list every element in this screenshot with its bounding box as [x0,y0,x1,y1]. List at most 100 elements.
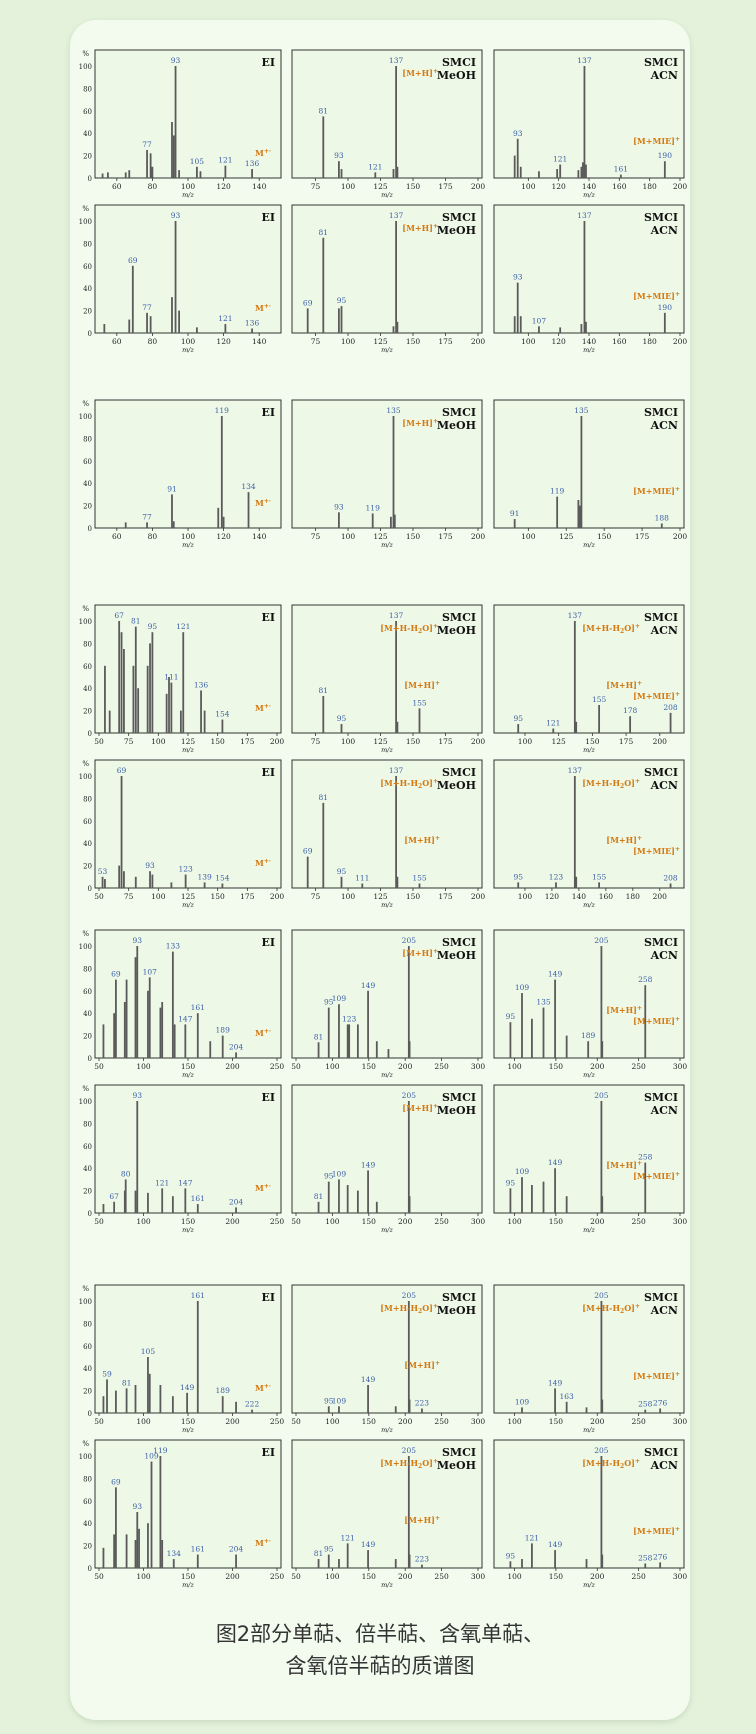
spectrum-peak [173,1024,176,1058]
peak-label: 208 [663,703,678,712]
spectrum-panel-row9-acn: 100 150 200 250 300 m/z 95 121 149 205 258 276 SMCIA… [493,1439,688,1589]
spectrum-peak [317,1201,320,1213]
x-tick-label: 250 [434,1062,449,1071]
peak-label: 189 [216,1026,231,1035]
x-tick-label: 300 [673,1572,688,1581]
spectrum-peak [346,1024,349,1058]
peak-label: 95 [506,1551,516,1560]
spectrum-peak [598,882,601,888]
spectrum-peak [136,1512,139,1568]
peak-label: 276 [653,1552,668,1561]
x-tick-label: 120 [216,182,231,191]
peak-label: 135 [386,406,401,415]
peak-label: 53 [98,867,108,876]
spectrum-peak [392,416,395,528]
peak-label: 109 [332,1396,347,1405]
x-axis-label: m/z [182,1071,194,1079]
y-tick-label: 0 [88,175,92,183]
x-tick-label: 75 [311,182,321,191]
panel-frame [493,49,685,179]
spectrum-peak [222,516,225,528]
peak-label: 155 [592,872,607,881]
spectrum-peak [161,1540,164,1568]
spectrum-peak [150,1461,153,1568]
spectrum-peak [235,1052,237,1058]
spectrum-peak [146,665,149,733]
spectrum-peak [123,1002,126,1058]
x-tick-label: 200 [653,737,668,746]
ion-annotation: [M+H]+ [404,1515,440,1525]
x-tick-label: 75 [311,892,321,901]
peak-label: 178 [623,706,638,715]
peak-label: 258 [638,975,653,984]
spectrum-peak [669,883,672,888]
x-tick-label: 150 [181,1417,196,1426]
peak-label: 93 [132,1502,142,1511]
spectrum-peak [513,155,516,178]
spectrum-peak [395,621,397,733]
spectrum-peak [554,979,556,1058]
spectrum-peak [644,985,647,1058]
x-tick-label: 250 [270,1062,285,1071]
spectrum-peak [221,1035,224,1058]
ionization-mode-label: SMCI [644,611,678,624]
x-tick-label: 150 [181,1572,196,1581]
peak-label: 93 [171,211,181,220]
spectrum-peak [346,1185,349,1213]
panel-frame [493,1439,685,1569]
peak-label: 109 [332,994,347,1003]
peak-label: 161 [191,1545,205,1554]
ionization-mode-label: SMCI [644,1091,678,1104]
spectrum-peak [174,66,177,178]
ion-annotation: [M+MIE]+ [633,1171,680,1181]
spectrum-peak [148,977,151,1058]
x-tick-label: 100 [181,532,196,541]
spectrum-peak [509,1561,512,1568]
ion-annotation: [M+H]+ [402,418,438,428]
peak-label: 189 [581,1031,596,1040]
panel-frame [94,1084,282,1214]
spectrum-peak [235,1207,237,1213]
peak-label: 137 [389,211,404,220]
spectrum-peak [171,1396,174,1413]
x-tick-label: 100 [181,337,196,346]
spectrum-peak [396,321,399,333]
spectrum-peak [374,172,377,178]
peak-label: 208 [663,874,678,883]
x-axis-label: m/z [583,746,595,754]
ionization-mode-label: SMCI [442,1446,476,1459]
x-tick-label: 50 [291,1417,301,1426]
x-tick-label: 50 [291,1572,301,1581]
peak-label: 93 [132,1091,142,1100]
spectrum-peak [585,321,587,333]
peak-label: 111 [355,874,369,883]
x-tick-label: 80 [148,182,158,191]
spectrum-peak [134,1385,137,1413]
spectrum-peak [396,721,399,733]
peak-label: 107 [143,967,158,976]
x-tick-label: 120 [216,337,231,346]
ionization-mode-label: EI [261,611,275,624]
peak-label: 189 [216,1386,231,1395]
peak-label: 93 [513,129,523,138]
spectrum-peak [577,500,580,528]
peak-label: 190 [658,303,673,312]
spectrum-panel-row3-meoh: 75 100 125 150 175 200 m/z 93 119 135 SMCIMeOH[M+H… [291,399,485,549]
spectrum-peak [395,221,397,333]
y-tick-label: 40 [83,685,92,693]
y-tick-label: 100 [79,1298,92,1306]
peak-label: 93 [334,502,344,511]
x-tick-label: 100 [341,892,356,901]
peak-label: 77 [142,512,152,521]
x-tick-label: 60 [112,182,122,191]
x-tick-label: 75 [124,892,134,901]
spectrum-peak [531,1185,533,1213]
y-tick-label: 80 [83,240,92,248]
peak-label: 109 [515,1167,530,1176]
spectrum-peak [106,1379,108,1413]
peak-label: 123 [342,1014,357,1023]
x-axis-label: m/z [182,1581,194,1589]
spectrum-peak [340,724,343,733]
y-tick-label: 0 [88,1055,92,1063]
